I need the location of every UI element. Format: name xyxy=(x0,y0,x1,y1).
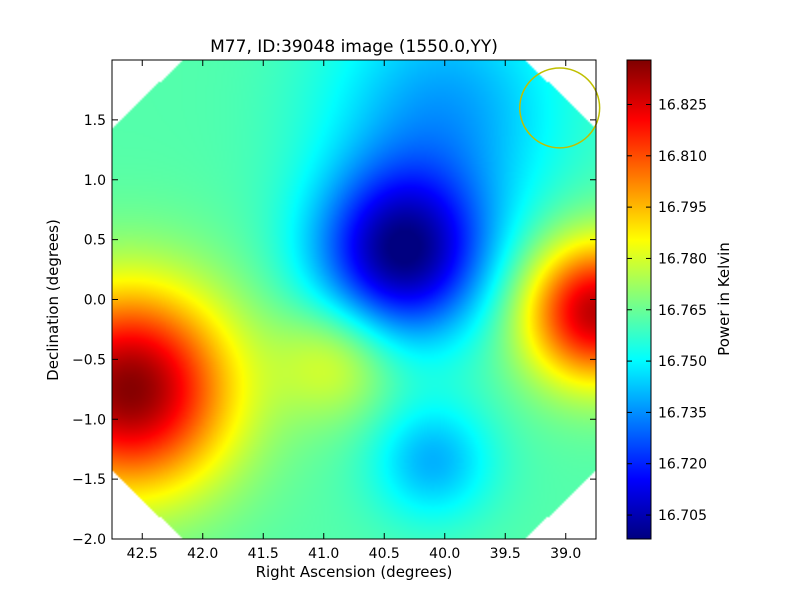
colorbar-tick-label: 16.720 xyxy=(658,457,707,473)
colorbar-tick-label: 16.705 xyxy=(658,508,707,524)
y-axis: −2.0 −1.5 −1.0 −0.5 0.0 0.5 1.0 1.5 xyxy=(72,113,596,548)
colorbar-tick-label: 16.765 xyxy=(658,303,707,319)
y-tick-label: 1.0 xyxy=(84,173,106,189)
x-tick-label: 39.5 xyxy=(490,546,521,562)
colorbar-tick-label: 16.735 xyxy=(658,405,707,421)
x-tick-label: 42.0 xyxy=(187,546,218,562)
y-tick-label: −2.0 xyxy=(72,532,106,548)
colorbar-tick-label: 16.810 xyxy=(658,149,707,165)
colorbar-tick-label: 16.825 xyxy=(658,97,707,113)
y-tick-label: −0.5 xyxy=(72,352,106,368)
x-tick-label: 39.0 xyxy=(550,546,581,562)
heatmap-image xyxy=(112,60,596,539)
chart-title: M77, ID:39048 image (1550.0,YY) xyxy=(210,37,498,57)
x-tick-label: 41.5 xyxy=(248,546,279,562)
y-axis-label: Declination (degrees) xyxy=(44,219,62,381)
y-tick-label: 0.0 xyxy=(84,293,106,309)
x-tick-label: 41.0 xyxy=(308,546,339,562)
y-tick-label: 0.5 xyxy=(84,233,106,249)
y-tick-label: −1.0 xyxy=(72,412,106,428)
x-tick-label: 40.0 xyxy=(429,546,460,562)
x-tick-label: 42.5 xyxy=(127,546,158,562)
plot-area: 42.5 42.0 41.5 41.0 40.5 40.0 39.5 39.0 −2.0 −1.… xyxy=(72,59,601,562)
x-axis: 42.5 42.0 41.5 41.0 40.5 40.0 39.5 39.0 xyxy=(127,60,581,562)
beam-circle xyxy=(519,67,601,149)
colorbar: 16.705 16.720 16.735 16.750 16.765 16.780 16.7… xyxy=(626,59,733,540)
colorbar-gradient xyxy=(626,59,652,540)
x-axis-label: Right Ascension (degrees) xyxy=(256,563,453,581)
y-tick-label: −1.5 xyxy=(72,472,106,488)
colorbar-ticks: 16.705 16.720 16.735 16.750 16.765 16.780 16.7… xyxy=(627,97,707,524)
colorbar-tick-label: 16.780 xyxy=(658,251,707,267)
colorbar-tick-label: 16.795 xyxy=(658,200,707,216)
x-tick-label: 40.5 xyxy=(369,546,400,562)
colorbar-label: Power in Kelvin xyxy=(715,242,733,356)
y-tick-label: 1.5 xyxy=(84,113,106,129)
colorbar-tick-label: 16.750 xyxy=(658,354,707,370)
